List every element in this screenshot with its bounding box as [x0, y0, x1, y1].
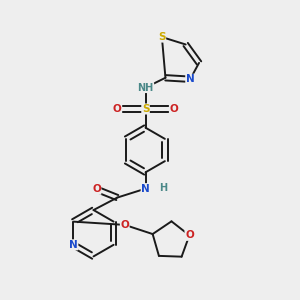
Text: NH: NH: [137, 82, 154, 93]
Text: H: H: [159, 183, 167, 193]
Text: S: S: [142, 104, 149, 114]
Text: N: N: [141, 184, 150, 194]
Text: O: O: [113, 104, 122, 114]
Text: O: O: [92, 184, 101, 194]
Text: O: O: [185, 230, 194, 240]
Text: S: S: [158, 32, 166, 42]
Text: O: O: [120, 220, 129, 230]
Text: N: N: [69, 240, 78, 250]
Text: N: N: [186, 74, 194, 84]
Text: O: O: [169, 104, 178, 114]
